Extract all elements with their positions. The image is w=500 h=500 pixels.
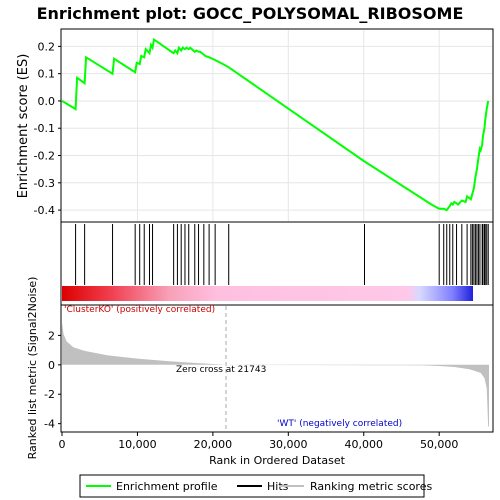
metric-y-tick-label: 0 [48, 359, 55, 372]
negative-correlation-label: 'WT' (negatively correlated) [277, 419, 402, 429]
metric-x-ticks: 0 10,000 20,000 30,000 40,000 50,000 [59, 432, 459, 451]
metric-panel: 2 0 -2 -4 0 10,000 20,000 30,000 40,000 50,000 '… [26, 277, 494, 467]
es-y-tick-label: -0.4 [34, 204, 55, 217]
metric-y-tick-label: -2 [44, 388, 55, 401]
metric-x-axis-label: Rank in Ordered Dataset [209, 454, 346, 467]
zero-cross-label: Zero cross at 21743 [176, 365, 266, 375]
legend-label-hits: Hits [267, 480, 289, 493]
es-y-ticks: 0.2 0.1 0.0 -0.1 -0.2 -0.3 -0.4 [34, 40, 61, 217]
metric-x-tick-label: 50,000 [420, 438, 459, 451]
es-y-tick-label: 0.2 [38, 40, 56, 53]
hit-markers [75, 224, 489, 285]
metric-y-tick-label: 2 [48, 329, 55, 342]
metric-panel-frame [60, 304, 494, 433]
metric-x-tick-label: 40,000 [345, 438, 384, 451]
legend: Enrichment profile Hits Ranking metric s… [79, 474, 432, 498]
metric-x-tick-label: 10,000 [118, 438, 157, 451]
metric-x-tick-label: 0 [59, 438, 66, 451]
chart-title: Enrichment plot: GOCC_POLYSOMAL_RIBOSOME [37, 4, 464, 23]
metric-x-tick-label: 20,000 [194, 438, 233, 451]
metric-x-tick-label: 30,000 [269, 438, 308, 451]
metric-y-tick-label: -4 [44, 418, 55, 431]
hits-panel [60, 221, 494, 306]
ranking-color-bar [62, 286, 473, 301]
legend-label-enrichment: Enrichment profile [116, 480, 218, 493]
es-y-tick-label: -0.3 [34, 177, 55, 190]
es-panel-frame [60, 28, 494, 223]
enrichment-profile-line [61, 37, 490, 212]
es-y-tick-label: 0.0 [38, 95, 56, 108]
metric-y-ticks: 2 0 -2 -4 [44, 329, 61, 431]
es-y-axis-label: Enrichment score (ES) [16, 54, 31, 199]
es-grid [62, 30, 492, 221]
es-y-tick-label: 0.1 [38, 68, 56, 81]
es-y-tick-label: -0.1 [34, 122, 55, 135]
positive-correlation-label: 'ClusterKO' (positively correlated) [64, 305, 215, 315]
metric-y-axis-label: Ranked list metric (Signal2Noise) [26, 277, 39, 460]
es-panel: 0.2 0.1 0.0 -0.1 -0.2 -0.3 -0.4 Enrichment sco… [16, 28, 494, 223]
legend-label-ranking: Ranking metric scores [310, 480, 432, 493]
es-y-tick-label: -0.2 [34, 150, 55, 163]
